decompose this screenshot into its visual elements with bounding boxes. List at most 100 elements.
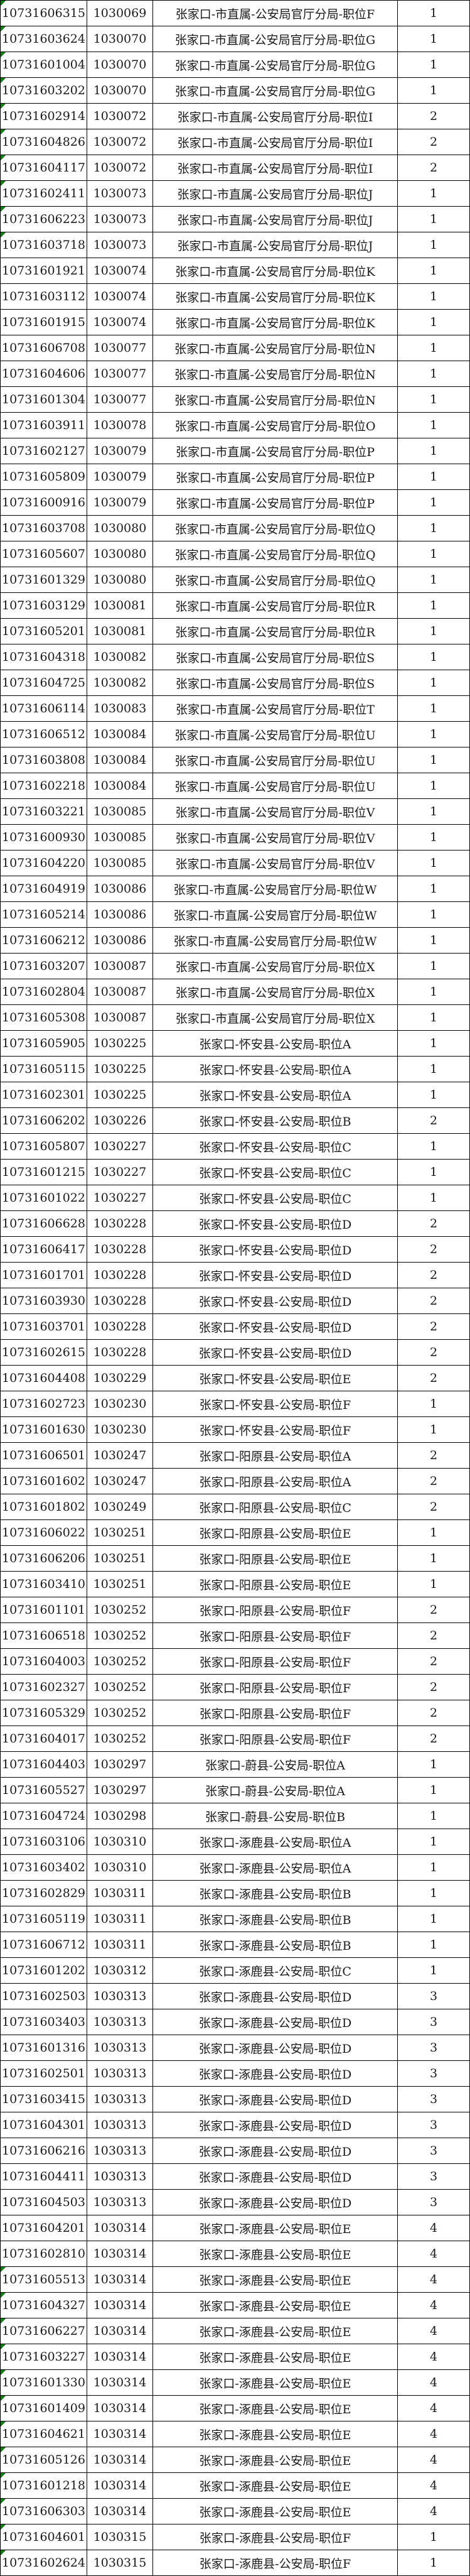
cell-position-code[interactable]: 1030079 (87, 438, 153, 464)
cell-position-code[interactable]: 1030084 (87, 773, 153, 799)
cell-admission-number[interactable]: 10731602829 (0, 1880, 87, 1906)
cell-position-code[interactable]: 1030079 (87, 464, 153, 490)
cell-position-code[interactable]: 1030251 (87, 1545, 153, 1572)
cell-position-name[interactable]: 张家口-怀安县-公安局-职位E (152, 1365, 398, 1391)
cell-headcount[interactable]: 1 (397, 979, 470, 1005)
cell-admission-number[interactable]: 10731602615 (0, 1339, 87, 1366)
cell-position-name[interactable]: 张家口-涿鹿县-公安局-职位E (152, 2344, 398, 2370)
cell-position-code[interactable]: 1030252 (87, 1622, 153, 1649)
cell-position-name[interactable]: 张家口-涿鹿县-公安局-职位E (152, 2395, 398, 2421)
cell-position-code[interactable]: 1030069 (87, 0, 153, 26)
cell-headcount[interactable]: 2 (397, 1597, 470, 1623)
cell-admission-number[interactable]: 10731606628 (0, 1210, 87, 1237)
cell-position-name[interactable]: 张家口-涿鹿县-公安局-职位D (152, 2086, 398, 2112)
cell-position-name[interactable]: 张家口-涿鹿县-公安局-职位E (152, 2318, 398, 2344)
cell-position-code[interactable]: 1030314 (87, 2266, 153, 2293)
cell-position-code[interactable]: 1030314 (87, 2215, 153, 2241)
cell-headcount[interactable]: 1 (397, 721, 470, 747)
cell-position-name[interactable]: 张家口-市直属-公安局官厅分局-职位J (152, 206, 398, 232)
cell-admission-number[interactable]: 10731604411 (0, 2163, 87, 2190)
cell-position-code[interactable]: 1030078 (87, 412, 153, 438)
cell-headcount[interactable]: 1 (397, 1854, 470, 1881)
cell-position-code[interactable]: 1030313 (87, 1983, 153, 2009)
cell-admission-number[interactable]: 10731603221 (0, 798, 87, 825)
cell-headcount[interactable]: 4 (397, 2421, 470, 2447)
cell-position-code[interactable]: 1030313 (87, 2112, 153, 2138)
cell-position-code[interactable]: 1030249 (87, 1494, 153, 1520)
cell-position-name[interactable]: 张家口-市直属-公安局官厅分局-职位O (152, 412, 398, 438)
cell-position-code[interactable]: 1030247 (87, 1468, 153, 1494)
cell-position-name[interactable]: 张家口-市直属-公安局官厅分局-职位X (152, 979, 398, 1005)
cell-position-code[interactable]: 1030087 (87, 953, 153, 979)
cell-headcount[interactable]: 1 (397, 1906, 470, 1932)
cell-position-name[interactable]: 张家口-怀安县-公安局-职位D (152, 1210, 398, 1237)
cell-headcount[interactable]: 1 (397, 1932, 470, 1958)
cell-position-name[interactable]: 张家口-阳原县-公安局-职位F (152, 1700, 398, 1726)
cell-position-code[interactable]: 1030083 (87, 695, 153, 722)
cell-headcount[interactable]: 1 (397, 1004, 470, 1031)
cell-position-code[interactable]: 1030311 (87, 1906, 153, 1932)
cell-position-code[interactable]: 1030313 (87, 2138, 153, 2164)
cell-position-name[interactable]: 张家口-涿鹿县-公安局-职位E (152, 2292, 398, 2318)
cell-position-name[interactable]: 张家口-阳原县-公安局-职位E (152, 1545, 398, 1572)
cell-admission-number[interactable]: 10731603402 (0, 1854, 87, 1881)
cell-position-name[interactable]: 张家口-市直属-公安局官厅分局-职位I (152, 129, 398, 155)
cell-admission-number[interactable]: 10731604301 (0, 2112, 87, 2138)
cell-position-name[interactable]: 张家口-涿鹿县-公安局-职位D (152, 2138, 398, 2164)
cell-position-code[interactable]: 1030252 (87, 1597, 153, 1623)
cell-admission-number[interactable]: 10731606223 (0, 206, 87, 232)
cell-position-name[interactable]: 张家口-阳原县-公安局-职位A (152, 1468, 398, 1494)
cell-admission-number[interactable]: 10731606212 (0, 927, 87, 954)
cell-position-name[interactable]: 张家口-涿鹿县-公安局-职位E (152, 2421, 398, 2447)
cell-admission-number[interactable]: 10731602810 (0, 2241, 87, 2267)
cell-admission-number[interactable]: 10731606501 (0, 1442, 87, 1469)
cell-position-name[interactable]: 张家口-怀安县-公安局-职位F (152, 1416, 398, 1443)
cell-admission-number[interactable]: 10731604201 (0, 2215, 87, 2241)
cell-position-name[interactable]: 张家口-阳原县-公安局-职位A (152, 1442, 398, 1469)
cell-position-code[interactable]: 1030082 (87, 670, 153, 696)
cell-headcount[interactable]: 1 (397, 1133, 470, 1160)
cell-position-name[interactable]: 张家口-阳原县-公安局-职位F (152, 1725, 398, 1752)
cell-admission-number[interactable]: 10731601701 (0, 1262, 87, 1288)
cell-admission-number[interactable]: 10731602914 (0, 103, 87, 129)
cell-position-name[interactable]: 张家口-涿鹿县-公安局-职位E (152, 2498, 398, 2524)
cell-headcount[interactable]: 4 (397, 2369, 470, 2396)
cell-position-code[interactable]: 1030072 (87, 129, 153, 155)
cell-position-name[interactable]: 张家口-市直属-公安局官厅分局-职位S (152, 644, 398, 670)
cell-position-code[interactable]: 1030311 (87, 1932, 153, 1958)
cell-position-code[interactable]: 1030313 (87, 2086, 153, 2112)
cell-position-name[interactable]: 张家口-蔚县-公安局-职位A (152, 1751, 398, 1778)
cell-position-name[interactable]: 张家口-市直属-公安局官厅分局-职位I (152, 155, 398, 181)
cell-position-name[interactable]: 张家口-阳原县-公安局-职位F (152, 1648, 398, 1675)
cell-headcount[interactable]: 1 (397, 876, 470, 902)
cell-position-code[interactable]: 1030227 (87, 1185, 153, 1211)
cell-admission-number[interactable]: 10731601202 (0, 1957, 87, 1984)
cell-position-code[interactable]: 1030077 (87, 386, 153, 413)
cell-position-code[interactable]: 1030298 (87, 1803, 153, 1829)
cell-position-code[interactable]: 1030228 (87, 1288, 153, 1314)
cell-position-name[interactable]: 张家口-涿鹿县-公安局-职位E (152, 2215, 398, 2241)
cell-admission-number[interactable]: 10731603202 (0, 77, 87, 104)
cell-admission-number[interactable]: 10731606114 (0, 695, 87, 722)
cell-position-name[interactable]: 张家口-市直属-公安局官厅分局-职位X (152, 953, 398, 979)
cell-position-code[interactable]: 1030228 (87, 1262, 153, 1288)
cell-headcount[interactable]: 2 (397, 1725, 470, 1752)
cell-position-name[interactable]: 张家口-市直属-公安局官厅分局-职位Q (152, 515, 398, 541)
cell-headcount[interactable]: 1 (397, 1056, 470, 1082)
cell-position-code[interactable]: 1030087 (87, 979, 153, 1005)
cell-admission-number[interactable]: 10731606303 (0, 2498, 87, 2524)
cell-headcount[interactable]: 1 (397, 283, 470, 310)
cell-position-code[interactable]: 1030086 (87, 927, 153, 954)
cell-position-name[interactable]: 张家口-市直属-公安局官厅分局-职位Q (152, 567, 398, 593)
cell-admission-number[interactable]: 10731603129 (0, 592, 87, 619)
cell-headcount[interactable]: 1 (397, 309, 470, 335)
cell-headcount[interactable]: 1 (397, 232, 470, 258)
cell-position-name[interactable]: 张家口-涿鹿县-公安局-职位F (152, 2524, 398, 2550)
cell-position-name[interactable]: 张家口-阳原县-公安局-职位F (152, 1674, 398, 1700)
cell-position-name[interactable]: 张家口-市直属-公安局官厅分局-职位R (152, 618, 398, 644)
cell-headcount[interactable]: 2 (397, 1674, 470, 1700)
cell-headcount[interactable]: 1 (397, 1082, 470, 1108)
cell-headcount[interactable]: 1 (397, 335, 470, 361)
cell-position-code[interactable]: 1030252 (87, 1648, 153, 1675)
cell-position-code[interactable]: 1030081 (87, 618, 153, 644)
